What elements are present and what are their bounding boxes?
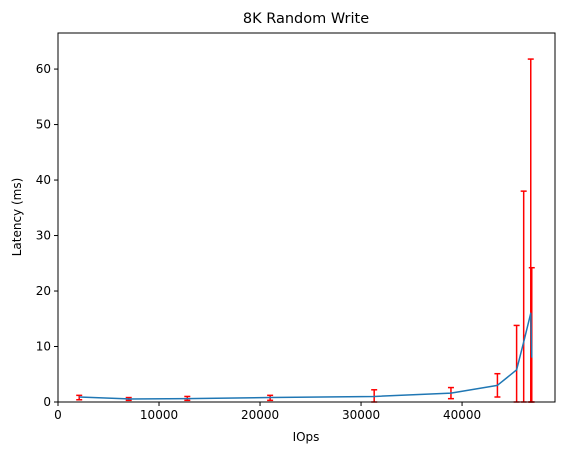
x-axis-ticks: 0 10000 20000 30000 40000 [54,402,481,422]
chart-title: 8K Random Write [243,11,369,27]
x-tick-label: 10000 [140,408,178,422]
plot-frame [57,32,556,403]
series-line [79,312,533,400]
y-tick-label: 50 [36,118,51,132]
y-axis-ticks: 0 10 20 30 40 50 60 [36,62,58,409]
x-tick-label: 30000 [342,408,380,422]
y-tick-label: 30 [36,229,51,243]
x-tick-label: 0 [54,408,62,422]
x-tick-label: 40000 [443,408,481,422]
y-tick-label: 60 [36,62,51,76]
y-tick-label: 0 [43,395,51,409]
x-axis-title: IOps [293,430,320,444]
y-tick-label: 20 [36,284,51,298]
x-tick-label: 20000 [241,408,279,422]
y-tick-label: 10 [36,340,51,354]
y-tick-label: 40 [36,173,51,187]
y-axis-title: Latency (ms) [10,178,24,257]
series-line-layer [79,312,533,400]
